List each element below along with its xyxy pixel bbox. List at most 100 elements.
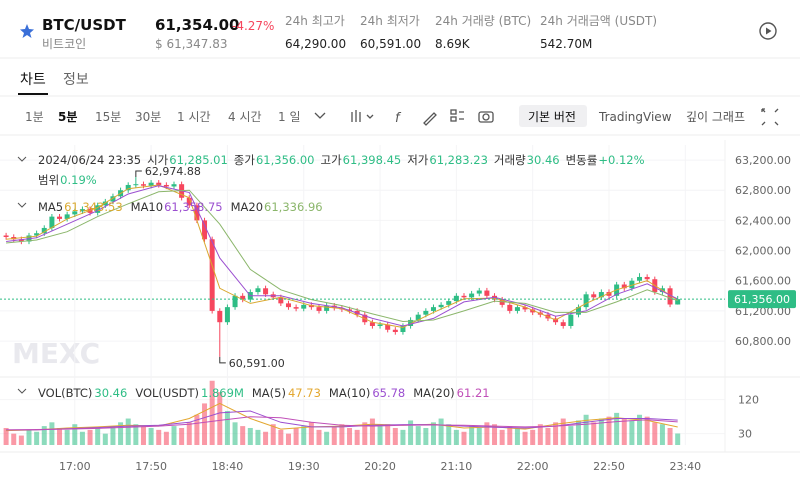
- volume-bar: [255, 429, 261, 445]
- candle-body: [57, 216, 63, 219]
- candle-body: [186, 197, 192, 206]
- candle-body: [377, 324, 383, 326]
- candle-body: [530, 309, 536, 313]
- x-tick-label: 20:20: [364, 460, 396, 473]
- volume-bar: [133, 424, 139, 445]
- layout-icon[interactable]: [450, 109, 457, 115]
- legend-value: 61.21: [457, 386, 490, 400]
- candle-body: [583, 294, 589, 308]
- volume-bar: [377, 426, 383, 445]
- info-row: 2024/06/24 23:35 시가61,285.01 종가61,356.00 고가…: [38, 153, 645, 167]
- candle-body: [194, 205, 200, 221]
- volume-bar: [11, 433, 17, 445]
- collapse-icon: [17, 388, 27, 394]
- candle-body: [522, 307, 528, 310]
- y2-tick-label: 30: [738, 428, 752, 441]
- volume-bar: [293, 427, 299, 445]
- info-row: 범위0.19%: [38, 173, 97, 187]
- x-tick-label: 19:30: [288, 460, 320, 473]
- volume-bar: [652, 422, 658, 445]
- legend-value: 61,343.53: [64, 200, 123, 214]
- volume-bar: [385, 424, 391, 445]
- candle-body: [667, 288, 673, 305]
- volume-bar: [606, 416, 612, 445]
- legend-value: 47.73: [288, 386, 321, 400]
- candle-body: [461, 295, 467, 298]
- candle-body: [385, 324, 391, 330]
- candle-body: [446, 301, 452, 305]
- volume-bar: [79, 431, 85, 445]
- volume-bar: [202, 403, 208, 445]
- volume-bar: [430, 422, 436, 445]
- info-name: 저가: [407, 153, 429, 167]
- candle-body: [400, 325, 406, 333]
- fullscreen-icon[interactable]: [761, 108, 779, 126]
- dropdown[interactable]: [314, 112, 326, 119]
- candle-body: [285, 303, 291, 308]
- interval-button[interactable]: 4 시간: [228, 110, 262, 124]
- volume-bar: [667, 427, 673, 445]
- interval-button[interactable]: 1 시간: [177, 110, 211, 124]
- volume-bar: [568, 426, 574, 445]
- interval-button[interactable]: 15분: [95, 110, 121, 124]
- volume-bar: [400, 429, 406, 445]
- info-name: 고가: [321, 153, 343, 167]
- volume-bar: [621, 418, 627, 445]
- candle-body: [438, 304, 444, 308]
- stat-label: 24h 거래금액 (USDT): [540, 14, 657, 28]
- favorite-star[interactable]: [20, 24, 34, 38]
- usd-price: $ 61,347.83: [155, 37, 228, 51]
- volume-bar: [194, 414, 200, 445]
- camera-icon[interactable]: [478, 111, 494, 123]
- candle-body: [591, 294, 597, 298]
- candle-body: [125, 184, 131, 191]
- candle-body: [49, 216, 55, 228]
- volume-bar: [530, 429, 536, 445]
- legend-value: 61,336.96: [264, 200, 323, 214]
- toolbar: 1분 5분 15분 30분 1 시간 4 시간 1 일 기본 버전 TradingView 깊이 …: [25, 105, 745, 127]
- tab[interactable]: 정보: [63, 72, 89, 88]
- interval-button[interactable]: 1분: [25, 110, 44, 124]
- view-button[interactable]: 깊이 그래프: [686, 110, 745, 124]
- volume-bar: [484, 422, 490, 445]
- candle-body: [514, 307, 520, 311]
- volume-bar: [583, 414, 589, 445]
- stat-label: 24h 최저가: [360, 14, 420, 28]
- y-tick-label: 63,200.00: [735, 154, 791, 167]
- indicator-icon[interactable]: f: [395, 111, 402, 126]
- volume-bar: [34, 431, 40, 445]
- candle-body: [469, 293, 475, 298]
- tab[interactable]: 차트: [20, 72, 46, 88]
- candle-body: [430, 307, 436, 311]
- view-button[interactable]: TradingView: [598, 110, 672, 124]
- candle-body: [224, 307, 230, 323]
- x-tick-label: 23:40: [669, 460, 701, 473]
- legend-name: VOL(BTC): [38, 386, 92, 400]
- stat-label: 24h 최고가: [285, 14, 345, 28]
- play-icon: [766, 27, 772, 35]
- volume-bar: [598, 418, 604, 445]
- interval-button[interactable]: 1 일: [278, 110, 301, 124]
- info-name: 종가: [234, 153, 256, 167]
- draw-icon[interactable]: [423, 112, 437, 126]
- tab-underline: [18, 93, 48, 95]
- ma-line: [6, 402, 678, 432]
- y-tick-label: 62,800.00: [735, 184, 791, 197]
- dropdown[interactable]: [366, 114, 374, 119]
- y2-tick-label: 120: [738, 394, 759, 407]
- legend-name: MA(10): [329, 386, 370, 400]
- volume-bar: [545, 427, 551, 445]
- annotation-arrow: [219, 356, 226, 364]
- play-icon[interactable]: [759, 22, 777, 40]
- info-value: +0.12%: [598, 153, 644, 167]
- interval-button[interactable]: 5분: [58, 110, 77, 124]
- stat-label: 24h 거래량 (BTC): [435, 14, 531, 28]
- volume-bar: [537, 424, 543, 445]
- candle-type-icon[interactable]: [351, 110, 361, 122]
- candle-body: [72, 211, 78, 215]
- legend-value: 1.869M: [201, 386, 244, 400]
- interval-button[interactable]: 30분: [135, 110, 161, 124]
- volume-bar: [87, 429, 93, 445]
- legend-value: 30.46: [94, 386, 127, 400]
- view-button[interactable]: 기본 버전: [528, 110, 576, 124]
